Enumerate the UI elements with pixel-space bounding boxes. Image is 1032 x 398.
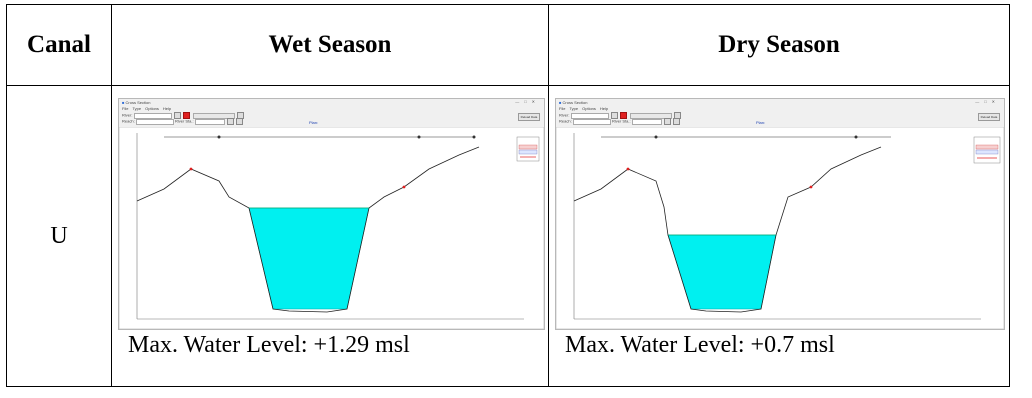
river-sta-label: River Sta.: xyxy=(174,118,194,124)
wet-cross-section-plot xyxy=(119,127,544,329)
menu-options[interactable]: Options xyxy=(582,106,596,111)
next-sta-button[interactable] xyxy=(672,118,680,125)
app-icon: ■ xyxy=(122,100,125,105)
wet-title-bar: ■ Cross Section xyxy=(119,99,544,106)
dry-window-title: Cross Section xyxy=(562,100,588,105)
dry-river-row: River: xyxy=(559,112,682,119)
reach-label: Reach: xyxy=(559,118,572,124)
dry-title-bar: ■ Cross Section xyxy=(556,99,1004,106)
dry-menu-bar: File Type Options Help xyxy=(559,106,612,111)
wet-reach-row: Reach: River Sta.: xyxy=(122,118,243,125)
reach-select[interactable] xyxy=(135,118,174,125)
dry-plan-label: Plan: xyxy=(756,120,766,125)
wet-season-cell: ■ Cross Section —□✕ File Type Options Help … xyxy=(111,85,549,387)
wet-cross-section-window: ■ Cross Section —□✕ File Type Options Help … xyxy=(118,98,545,330)
river-label: River: xyxy=(559,112,570,118)
reach-select[interactable] xyxy=(572,118,611,125)
window-controls[interactable]: —□✕ xyxy=(975,99,1000,104)
dry-reach-row: Reach: River Sta.: xyxy=(559,118,680,125)
wet-plan-label: Plan: xyxy=(309,120,319,125)
reload-data-button[interactable]: Reload Data xyxy=(518,113,540,121)
menu-help[interactable]: Help xyxy=(162,106,172,111)
reload-data-button[interactable]: Reload Data xyxy=(978,113,1000,121)
prev-sta-button[interactable] xyxy=(663,118,671,125)
river-sta-select[interactable] xyxy=(631,118,662,125)
prev-sta-button[interactable] xyxy=(226,118,234,125)
river-sta-select[interactable] xyxy=(194,118,225,125)
menu-file[interactable]: File xyxy=(559,106,566,111)
dry-season-cell: ■ Cross Section —□✕ File Type Options Help … xyxy=(548,85,1010,387)
river-sta-label: River Sta.: xyxy=(611,118,631,124)
wet-window-title: Cross Section xyxy=(125,100,151,105)
header-canal: Canal xyxy=(6,4,112,86)
dry-cross-section-window: ■ Cross Section —□✕ File Type Options Help … xyxy=(555,98,1005,330)
river-label: River: xyxy=(122,112,133,118)
menu-type[interactable]: Type xyxy=(569,106,579,111)
table-row: U ■ Cross Section —□✕ File Type Options Hel… xyxy=(6,85,1010,387)
wet-ground-line xyxy=(136,146,480,313)
reach-label: Reach: xyxy=(122,118,135,124)
menu-type[interactable]: Type xyxy=(132,106,142,111)
menu-help[interactable]: Help xyxy=(599,106,609,111)
window-controls[interactable]: —□✕ xyxy=(515,99,540,104)
header-row: Canal Wet Season Dry Season xyxy=(6,4,1010,86)
wet-max-water-level: Max. Water Level: +1.29 msl xyxy=(128,332,410,358)
wet-river-row: River: xyxy=(122,112,245,119)
results-table: Canal Wet Season Dry Season U ■ Cross Se… xyxy=(6,4,1010,387)
app-icon: ■ xyxy=(559,100,562,105)
header-wet-season: Wet Season xyxy=(111,4,549,86)
menu-file[interactable]: File xyxy=(122,106,129,111)
dry-max-water-level: Max. Water Level: +0.7 msl xyxy=(565,332,835,358)
canal-name: U xyxy=(6,85,112,387)
menu-options[interactable]: Options xyxy=(145,106,159,111)
dry-cross-section-plot xyxy=(556,127,1004,329)
next-sta-button[interactable] xyxy=(235,118,243,125)
dry-ground-line xyxy=(573,146,882,313)
wet-menu-bar: File Type Options Help xyxy=(122,106,175,111)
header-dry-season: Dry Season xyxy=(548,4,1010,86)
